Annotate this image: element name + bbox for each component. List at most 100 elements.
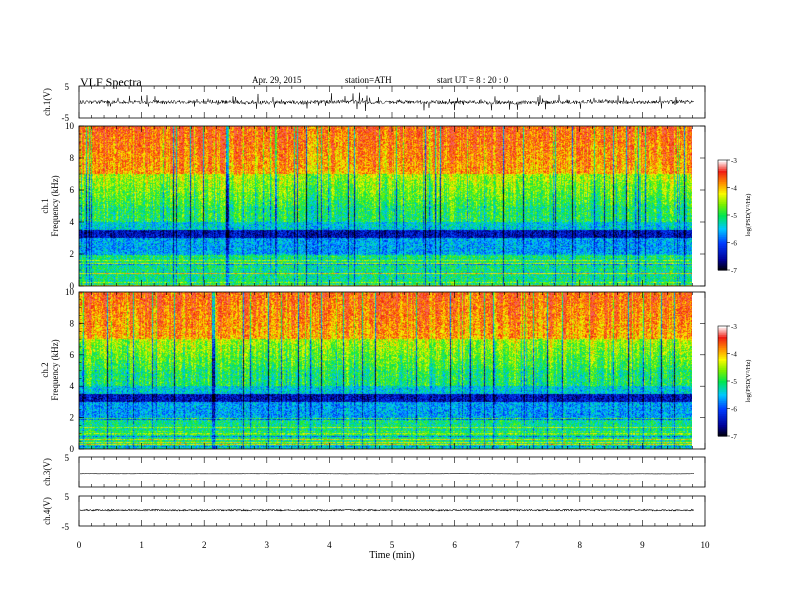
colorbar-segment <box>718 196 727 200</box>
colorbar-segment <box>718 176 727 179</box>
colorbar-label: log(PSD(V²/Hz) <box>745 194 752 237</box>
ch3-wave-ylabel: ch.3(V) <box>42 458 52 486</box>
x-tick-label: 10 <box>701 540 711 550</box>
colorbar-segment <box>718 397 727 400</box>
colorbar-segment <box>718 165 727 168</box>
ch2-spec-xticks <box>78 292 706 449</box>
colorbar-segment <box>718 187 727 190</box>
ch4-wave-ytick-bottom: -5 <box>62 522 70 532</box>
colorbar-segment <box>718 178 727 181</box>
colorbar-segment <box>718 191 727 194</box>
colorbar-segment <box>718 163 727 167</box>
colorbar-segment <box>718 200 727 203</box>
colorbar-segment <box>718 213 727 216</box>
colorbar-segment <box>718 249 727 253</box>
ch2-spectrogram-image <box>79 292 692 449</box>
colorbar-segment <box>718 211 727 214</box>
colorbar-segment <box>718 393 727 397</box>
colorbar-segment <box>718 368 727 371</box>
colorbar-segment <box>718 373 727 377</box>
colorbar-segment <box>718 264 727 267</box>
ch1-spec-xticks <box>78 126 706 286</box>
colorbar-segment <box>718 260 727 264</box>
colorbar-segment <box>718 209 727 212</box>
ytick-label: 2 <box>70 249 75 259</box>
colorbar-segment <box>718 235 727 238</box>
colorbar-segment <box>718 390 727 393</box>
x-tick-label: 7 <box>515 540 520 550</box>
colorbar-segment <box>718 342 727 345</box>
colorbar-segment <box>718 172 727 176</box>
colorbar-segment <box>718 425 727 428</box>
colorbar-segment <box>718 160 727 163</box>
panel-ch2-spectrogram: 0 2 4 6 8 10 ch.2 Frequency (kHz) -3 -4 -5 -6 -7 l… <box>40 287 752 454</box>
colorbar-segment <box>718 362 727 366</box>
colorbar-segment <box>718 193 727 196</box>
colorbar-segment <box>718 340 727 344</box>
colorbar-tick-label: -5 <box>731 378 737 386</box>
colorbar-segment <box>718 174 727 178</box>
ch3-wave-ytick-top: 5 <box>65 453 70 463</box>
colorbar-segment <box>718 349 727 353</box>
colorbar-segment <box>718 371 727 375</box>
colorbar-segment <box>718 377 727 380</box>
colorbar-segment <box>718 251 727 255</box>
colorbar-segment <box>718 359 727 362</box>
colorbar-segment <box>718 171 727 174</box>
colorbar-segment <box>718 414 727 417</box>
ch1-waveform-line <box>79 92 695 112</box>
ytick-label: 8 <box>70 153 75 163</box>
ch4-waveform-line <box>79 508 695 512</box>
colorbar-segment <box>718 229 727 233</box>
colorbar-segment <box>718 410 727 413</box>
ch1-wave-xticks <box>78 86 706 118</box>
x-axis-label: Time (min) <box>369 550 414 561</box>
colorbar-segment <box>718 355 727 358</box>
x-tick-label: 6 <box>452 540 457 550</box>
colorbar-segment <box>718 434 727 437</box>
colorbar-segment <box>718 408 727 411</box>
colorbar-segment <box>718 382 727 386</box>
colorbar-segment <box>718 426 727 430</box>
colorbar-segment <box>718 202 727 205</box>
colorbar-segment <box>718 375 727 378</box>
x-tick-label: 4 <box>327 540 332 550</box>
ch1-spec-channel-label: ch.1 <box>40 198 50 213</box>
ch2-spec-ylabel: Frequency (kHz) <box>50 339 60 400</box>
ch1-wave-ylabel: ch.1(V) <box>42 88 52 116</box>
colorbar-segment <box>718 392 727 395</box>
colorbar-segment <box>718 428 727 432</box>
ytick-label: 10 <box>65 121 75 131</box>
ch2-colorbar: -3 -4 -5 -6 -7 log(PSD(V²/Hz) <box>717 323 752 441</box>
colorbar-segment <box>718 432 727 435</box>
colorbar-tick-label: -3 <box>731 323 737 331</box>
ch4-wave-xticks <box>78 496 706 526</box>
colorbar-segment <box>718 207 727 211</box>
colorbar-segment <box>718 337 727 340</box>
colorbar-tick-label: -7 <box>731 433 737 441</box>
x-tick-label: 3 <box>265 540 270 550</box>
x-axis-tick-labels: 0 1 2 3 4 5 6 7 8 9 10 <box>77 540 710 550</box>
colorbar-segment <box>718 220 727 223</box>
ch1-wave-ytick-bottom: -5 <box>62 113 70 123</box>
x-tick-label: 8 <box>578 540 583 550</box>
panel-ch1-waveform: 5 -5 ch.1(V) <box>42 82 706 123</box>
ch2-spec-yticks: 0 2 4 6 8 10 <box>65 287 705 454</box>
colorbar-segment <box>718 421 727 424</box>
colorbar-segment <box>718 237 727 240</box>
colorbar-segment <box>718 215 727 218</box>
x-tick-label: 2 <box>202 540 207 550</box>
colorbar-segment <box>718 381 727 384</box>
x-tick-label: 9 <box>640 540 645 550</box>
colorbar-segment <box>718 366 727 369</box>
colorbar-tick-label: -4 <box>731 351 737 359</box>
colorbar-segment <box>718 335 727 338</box>
colorbar-segment <box>718 180 727 183</box>
colorbar-segment <box>718 399 727 402</box>
panel-ch1-spectrogram: 0 2 4 6 8 10 ch.1 Frequency (kHz) -3 -4 -5 -6 -7 l… <box>40 121 752 291</box>
colorbar-tick-label: -6 <box>731 406 737 414</box>
colorbar-tick-label: -6 <box>731 240 737 248</box>
colorbar-segment <box>718 222 727 225</box>
colorbar-segment <box>718 327 727 331</box>
